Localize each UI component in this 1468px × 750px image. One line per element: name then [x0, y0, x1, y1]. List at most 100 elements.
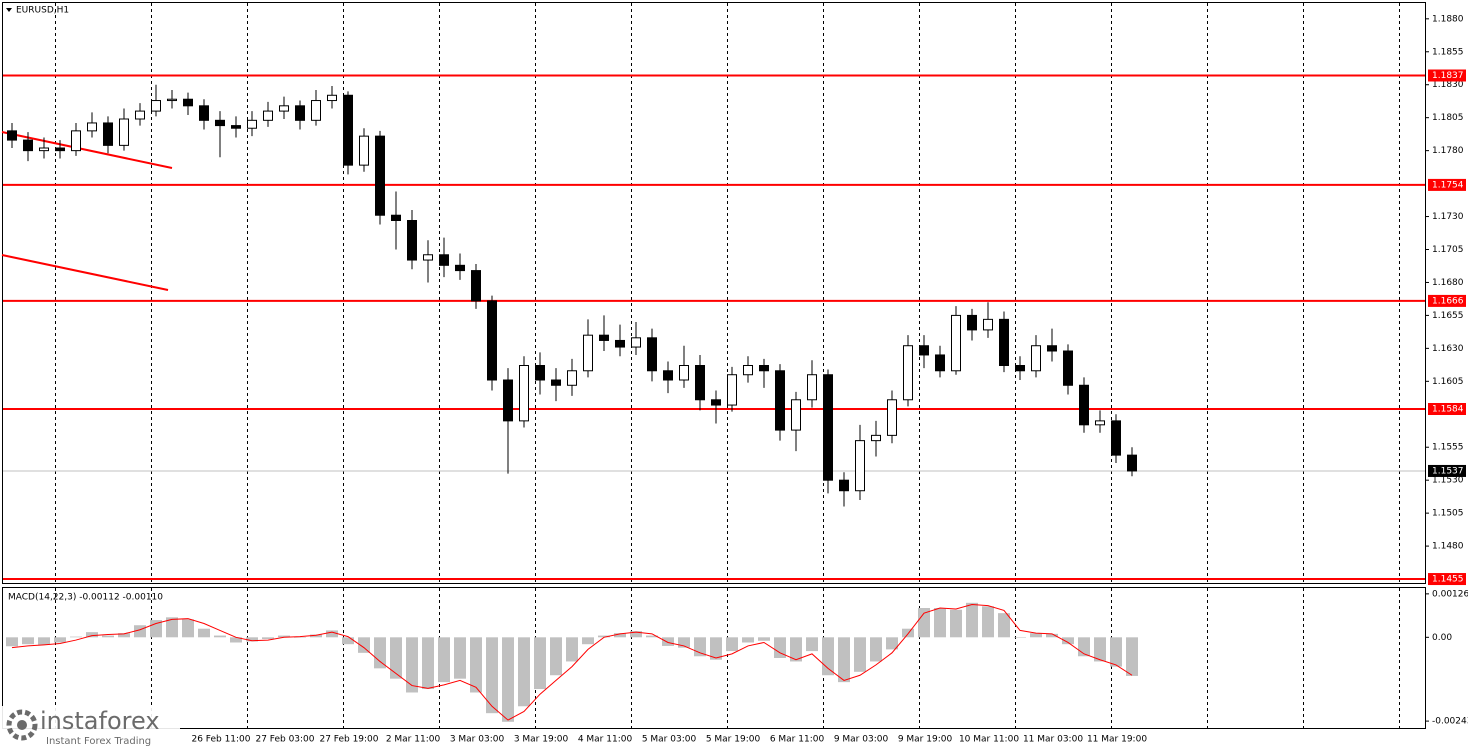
logo-icon	[6, 709, 38, 741]
candle-body	[1111, 420, 1121, 456]
macd-bar	[54, 637, 66, 643]
candle-body	[535, 365, 545, 381]
level-label-box	[1428, 178, 1466, 191]
candle-body	[1095, 420, 1105, 426]
candle-body	[519, 365, 529, 422]
level-label: 1.1754	[1432, 180, 1464, 190]
macd-bar	[246, 637, 258, 642]
macd-bar	[230, 637, 242, 643]
candle-body	[263, 110, 273, 121]
candle-body	[119, 118, 129, 146]
macd-bar	[390, 637, 402, 679]
y-tick-label: -0.00243	[1432, 717, 1468, 727]
candle-body	[359, 135, 369, 166]
y-tick-label: 1.1780	[1432, 146, 1464, 156]
macd-bar	[598, 635, 610, 638]
macd-bar	[470, 637, 482, 693]
candle-body	[215, 119, 225, 127]
macd-bar	[822, 637, 834, 676]
macd-bar	[582, 637, 594, 645]
candle-body	[1015, 365, 1025, 372]
x-tick-label: 11 Mar 03:00	[1023, 735, 1083, 745]
candle-body	[855, 440, 865, 492]
macd-bar	[406, 637, 418, 693]
candle-body	[695, 365, 705, 401]
macd-bar	[678, 637, 690, 648]
candle-body	[711, 399, 721, 406]
macd-bar	[886, 637, 898, 650]
candle-body	[1079, 384, 1089, 426]
candle-body	[23, 139, 33, 152]
candle-body	[151, 100, 161, 112]
main-frame	[2, 2, 1426, 584]
macd-bar	[774, 637, 786, 658]
candle-body	[967, 314, 977, 331]
y-tick-label: 1.1855	[1432, 47, 1464, 57]
candle-body	[1047, 345, 1057, 352]
level-label-box	[1428, 294, 1466, 307]
candle-body	[103, 122, 113, 146]
x-tick-label: 26 Feb 11:00	[191, 735, 250, 745]
candle-body	[823, 374, 833, 481]
trendline	[1, 131, 173, 169]
logo-icon-core	[17, 720, 27, 730]
candle-body	[487, 300, 497, 381]
x-tick-label: 27 Feb 19:00	[319, 735, 378, 745]
macd-bar	[550, 637, 562, 676]
macd-bar	[6, 637, 18, 647]
macd-bar	[998, 613, 1010, 638]
macd-bar	[454, 637, 466, 679]
candle-body	[279, 105, 289, 112]
candle-body	[871, 434, 881, 442]
level-label-box	[1428, 69, 1466, 82]
menu-arrow[interactable]	[6, 8, 12, 12]
x-tick-label: 3 Mar 19:00	[514, 735, 569, 745]
candle-body	[455, 264, 465, 272]
macd-bar	[854, 637, 866, 672]
y-tick-label: 1.1480	[1432, 542, 1464, 552]
current-price-box	[1428, 464, 1466, 477]
macd-bar	[838, 637, 850, 683]
macd-bar	[166, 617, 178, 638]
macd-bar	[1110, 637, 1122, 667]
macd-bar	[438, 637, 450, 683]
candle-body	[583, 334, 593, 372]
macd-bar	[790, 637, 802, 662]
y-tick-label: 1.1530	[1432, 476, 1464, 486]
macd-bar	[358, 637, 370, 653]
macd-bar	[710, 637, 722, 660]
macd-bar	[1030, 633, 1042, 638]
macd-bar	[646, 635, 658, 638]
candle-body	[343, 94, 353, 166]
candle-body	[839, 479, 849, 492]
candle-body	[551, 379, 561, 386]
macd-bar	[38, 637, 50, 645]
x-tick-label: 9 Mar 03:00	[834, 735, 889, 745]
macd-bar	[742, 637, 754, 643]
candle-body	[567, 370, 577, 386]
candle-body	[87, 122, 97, 132]
macd-bar	[1046, 633, 1058, 638]
candle-body	[183, 98, 193, 107]
candle-body	[407, 220, 417, 261]
day-separators	[55, 3, 1400, 728]
x-tick-label: 5 Mar 19:00	[706, 735, 761, 745]
macd-bar	[950, 609, 962, 638]
macd-bar	[22, 637, 34, 645]
macd-bar	[422, 637, 434, 690]
macd-bar	[342, 637, 354, 645]
y-tick-label: 1.1655	[1432, 311, 1464, 321]
y-tick-label: 1.1705	[1432, 245, 1464, 255]
macd-bar	[118, 633, 130, 638]
macd-bar	[278, 635, 290, 638]
logo-text: instaforex	[40, 707, 160, 735]
level-label: 1.1666	[1432, 296, 1464, 306]
trendline	[1, 254, 169, 291]
candle-body	[983, 318, 993, 331]
macd-bar	[534, 637, 546, 690]
candle-body	[903, 345, 913, 401]
candle-body	[775, 370, 785, 431]
candle-body	[647, 337, 657, 372]
macd-bar	[966, 602, 978, 638]
